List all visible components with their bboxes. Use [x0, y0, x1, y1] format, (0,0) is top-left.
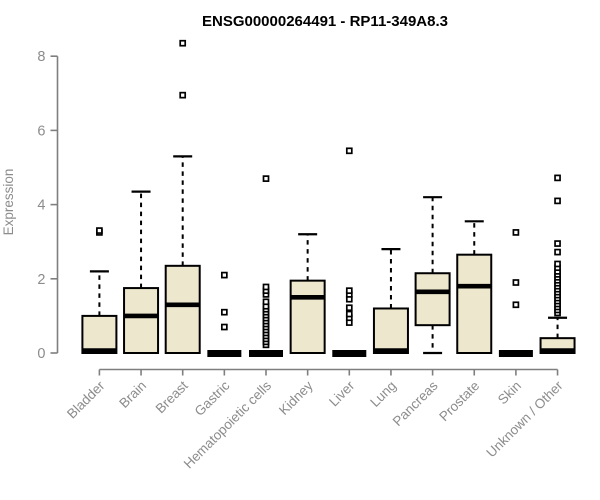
boxplot-brain: [123, 190, 160, 355]
box-rect: [456, 253, 493, 354]
y-axis-title: Expression: [1, 169, 16, 236]
x-tick-label: Prostate: [436, 378, 482, 424]
outlier-point: [512, 229, 520, 236]
y-tick-label: 2: [37, 272, 45, 288]
y-tick-label: 6: [37, 123, 45, 139]
box-rect: [81, 314, 118, 354]
x-tick-label: Gastric: [192, 378, 233, 419]
outlier-point: [345, 310, 353, 318]
outlier-point: [512, 301, 520, 309]
boxplot-lung: [372, 248, 409, 355]
boxplot-breast: [164, 39, 201, 354]
flat-box: [332, 350, 367, 357]
outlier-point: [554, 174, 561, 182]
outlier-point: [262, 175, 270, 182]
chart-title: ENSG00000264491 - RP11-349A8.3: [202, 13, 448, 30]
x-tick-label: Skin: [495, 378, 524, 407]
outlier-point: [179, 39, 187, 47]
box-rect: [123, 287, 160, 355]
x-tick-label: Breast: [153, 378, 191, 416]
boxplot-gastric: [207, 271, 242, 357]
boxplot-prostate: [456, 220, 493, 354]
x-tick-label: Kidney: [276, 378, 316, 418]
x-tick-label: Brain: [116, 378, 149, 411]
y-tick-label: 8: [37, 49, 45, 65]
outlier-point: [512, 279, 520, 286]
outlier-point: [179, 91, 187, 99]
box-rect: [372, 307, 409, 355]
y-tick-label: 4: [37, 198, 45, 214]
x-tick-label: Liver: [326, 378, 358, 410]
boxplot-skin: [498, 229, 533, 357]
boxplot-hematopoietic-cells: [249, 175, 283, 357]
y-tick-label: 0: [37, 346, 45, 362]
outlier-point: [345, 287, 353, 295]
outlier-point: [554, 248, 561, 256]
boxplot-bladder: [81, 227, 118, 354]
outlier-point: [96, 227, 103, 234]
box-rect: [164, 264, 201, 354]
x-tick-label: Lung: [367, 378, 399, 410]
box-rect: [414, 272, 451, 327]
outlier-point: [221, 308, 228, 316]
outlier-point: [345, 147, 353, 155]
outlier-point: [554, 197, 561, 205]
x-tick-label: Pancreas: [390, 378, 441, 429]
boxplot-unknown-other: [539, 174, 576, 355]
outlier-point: [554, 260, 561, 268]
x-tick-label: Unknown / Other: [483, 378, 566, 461]
flat-box: [498, 350, 533, 357]
flat-box: [207, 350, 242, 357]
outlier-point: [554, 240, 561, 247]
outlier-point: [345, 304, 353, 312]
flat-box: [249, 350, 283, 357]
boxplot-pancreas: [414, 196, 451, 355]
outlier-point: [262, 298, 270, 306]
boxplot-kidney: [289, 233, 326, 354]
boxplot-liver: [332, 147, 367, 357]
box-rect: [289, 279, 326, 354]
outlier-point: [221, 323, 228, 331]
x-tick-label: Bladder: [64, 378, 108, 422]
outlier-point: [262, 283, 270, 291]
outlier-point: [221, 271, 228, 279]
